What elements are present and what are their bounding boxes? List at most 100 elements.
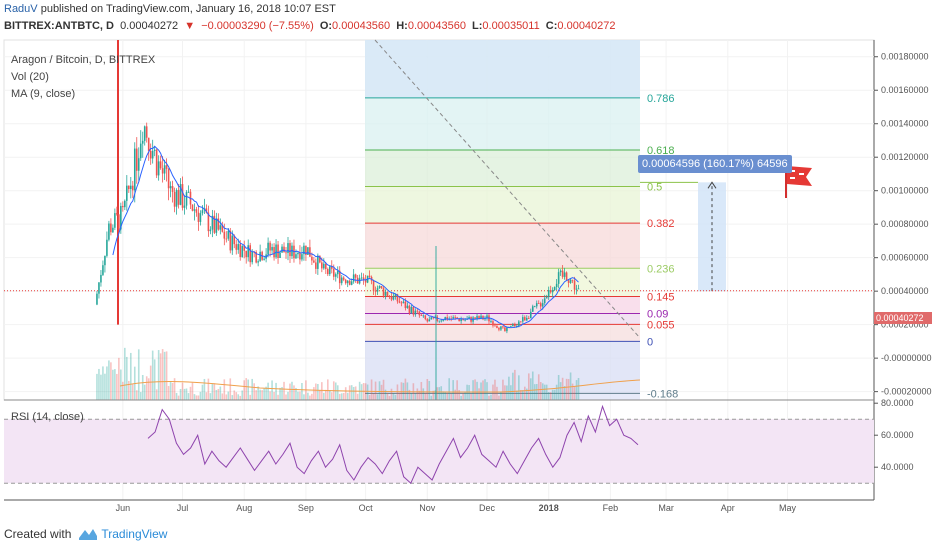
fib-zone (365, 341, 640, 394)
candle-body (338, 270, 341, 284)
y-tick-label: 0.00040000 (881, 286, 929, 296)
candle-body (303, 245, 305, 255)
candle-body (348, 280, 351, 285)
candle-body (187, 191, 190, 193)
volume-bar (287, 391, 289, 400)
candle-body (388, 296, 391, 298)
volume-bar (480, 382, 482, 400)
candle-body (539, 303, 542, 307)
candle-body (307, 247, 309, 255)
candle-body (402, 301, 405, 304)
candle-body (494, 325, 496, 327)
volume-bar (155, 389, 158, 400)
candle-body (362, 277, 365, 280)
candle-body (295, 254, 297, 259)
candle-body (259, 251, 261, 262)
candle-body (478, 316, 480, 319)
candle-body (438, 320, 441, 322)
candle-body (183, 205, 186, 208)
candle-body (273, 247, 275, 258)
volume-bar (173, 378, 176, 400)
volume-bar (354, 386, 357, 400)
candle-body (287, 243, 289, 254)
volume-bar (271, 380, 273, 400)
high-value: 0.00043560 (407, 20, 466, 32)
candle-body (394, 294, 397, 297)
candle-body (159, 161, 162, 169)
candle-body (317, 255, 319, 269)
candle-body (141, 140, 144, 144)
fib-level-label: 0 (647, 336, 653, 348)
candle-body (524, 317, 526, 321)
volume-bar (408, 389, 411, 400)
volume-bar (189, 386, 192, 400)
volume-bar (504, 385, 506, 400)
candle-body (342, 277, 345, 280)
volume-bar (275, 382, 277, 400)
volume-bar (386, 392, 389, 400)
volume-bar (118, 357, 120, 400)
volume-bar (410, 393, 413, 400)
volume-bar (512, 372, 514, 400)
candle-body (207, 212, 210, 232)
candle-body (315, 262, 317, 269)
candle-body (520, 321, 522, 323)
candle-body (153, 149, 156, 151)
measure-callout: 0.00064596 (160.17%) 64596 (638, 155, 792, 173)
candle-body (213, 215, 216, 233)
candle-body (390, 296, 393, 300)
volume-bar (514, 369, 516, 400)
volume-bar (98, 368, 100, 400)
change-value: −0.00003290 (−7.55%) (201, 20, 314, 32)
candle-body (512, 324, 514, 326)
candle-body (458, 318, 460, 322)
candle-body (181, 184, 184, 208)
candle-body (145, 126, 148, 138)
volume-bar (565, 378, 568, 400)
candle-body (376, 288, 379, 292)
volume-bar (378, 381, 381, 400)
volume-bar (350, 385, 353, 400)
volume-bar (510, 385, 512, 400)
volume-bar (336, 385, 339, 400)
candle-body (305, 245, 307, 255)
volume-bar (476, 381, 478, 400)
volume-bar (531, 371, 534, 400)
volume-bar (432, 390, 435, 400)
candle-body (484, 318, 486, 320)
volume-bar (436, 387, 439, 400)
volume-bar (448, 378, 450, 400)
volume-bar (524, 386, 526, 400)
volume-bar (555, 384, 558, 400)
candle-body (553, 287, 556, 290)
last-value: 0.00040272 (120, 20, 179, 32)
volume-bar (543, 384, 546, 400)
volume-bar (253, 383, 255, 400)
volume-bar (163, 351, 166, 400)
candle-body (364, 279, 367, 283)
candle-body (418, 311, 421, 316)
candle-body (328, 266, 331, 275)
candle-body (571, 279, 574, 281)
brand-link[interactable]: TradingView (101, 527, 168, 541)
volume-bar (388, 395, 391, 400)
candle-body (122, 205, 124, 208)
candle-body (561, 270, 564, 277)
author-link[interactable]: RaduV (4, 3, 38, 15)
volume-bar (376, 394, 379, 400)
x-tick-label: Dec (479, 503, 496, 513)
volume-bar (265, 386, 267, 400)
candle-body (269, 242, 271, 251)
volume-bar (390, 388, 393, 400)
candle-body (430, 317, 433, 320)
fib-zone (365, 296, 640, 314)
candle-body (325, 263, 327, 270)
candle-body (476, 316, 478, 320)
volume-bar (458, 390, 460, 400)
volume-bar (269, 391, 271, 400)
candle-body (436, 316, 439, 321)
volume-bar (319, 390, 321, 400)
volume-bar (446, 392, 448, 400)
volume-bar (135, 390, 138, 400)
